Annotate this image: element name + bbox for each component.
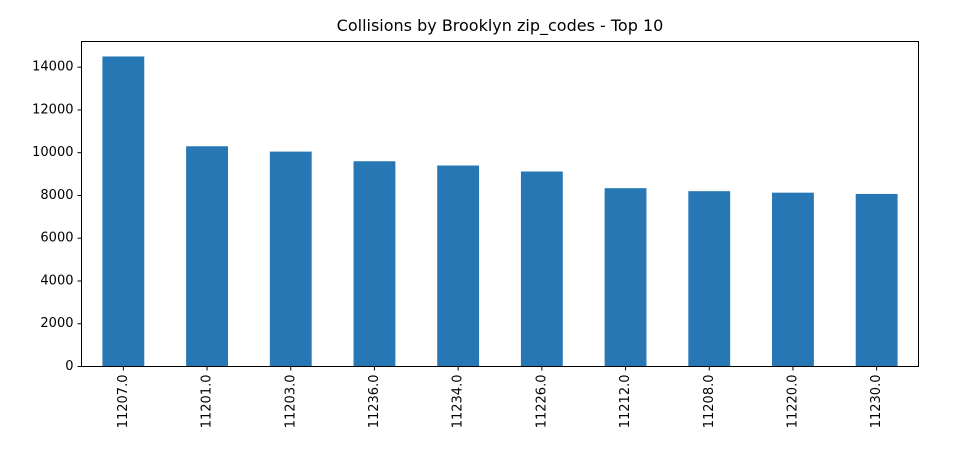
y-axis-ticks: 0 2000 4000 6000 8000 10000 12000 14000 <box>32 60 82 374</box>
plot-frame <box>81 41 919 367</box>
y-tick-label: 10000 <box>32 145 73 160</box>
y-tick-label: 14000 <box>32 60 73 75</box>
bar-11226.0 <box>520 171 563 367</box>
x-tick-label: 11201.0 <box>200 375 215 429</box>
x-tick-label: 11236.0 <box>367 375 382 429</box>
x-tick-label: 11208.0 <box>702 375 717 429</box>
x-axis-ticks: 11207.0 11201.0 11203.0 11236.0 11234.0 11226… <box>116 366 884 429</box>
y-tick-label: 4000 <box>40 273 73 288</box>
bar-11234.0 <box>437 165 480 367</box>
y-tick-label: 0 <box>65 359 73 374</box>
bar-11203.0 <box>269 151 312 367</box>
bar-11208.0 <box>688 191 731 367</box>
chart-title: Collisions by Brooklyn zip_codes - Top 1… <box>337 16 664 36</box>
bar-11212.0 <box>604 188 647 367</box>
x-tick-label: 11230.0 <box>869 375 884 429</box>
y-tick-label: 12000 <box>32 102 73 117</box>
bar-11201.0 <box>186 146 228 367</box>
x-tick-label: 11226.0 <box>534 375 549 429</box>
bars-group <box>102 56 898 367</box>
x-tick-label: 11220.0 <box>785 375 800 429</box>
x-tick-label: 11203.0 <box>283 375 298 429</box>
y-tick-label: 8000 <box>40 188 73 203</box>
x-tick-label: 11207.0 <box>116 375 131 429</box>
y-tick-label: 6000 <box>40 231 73 246</box>
bar-11230.0 <box>855 193 898 367</box>
x-tick-label: 11234.0 <box>451 375 466 429</box>
bar-11236.0 <box>353 161 396 367</box>
y-tick-label: 2000 <box>40 316 73 331</box>
x-tick-label: 11212.0 <box>618 375 633 429</box>
bar-11220.0 <box>772 192 814 367</box>
bar-11207.0 <box>102 56 145 367</box>
